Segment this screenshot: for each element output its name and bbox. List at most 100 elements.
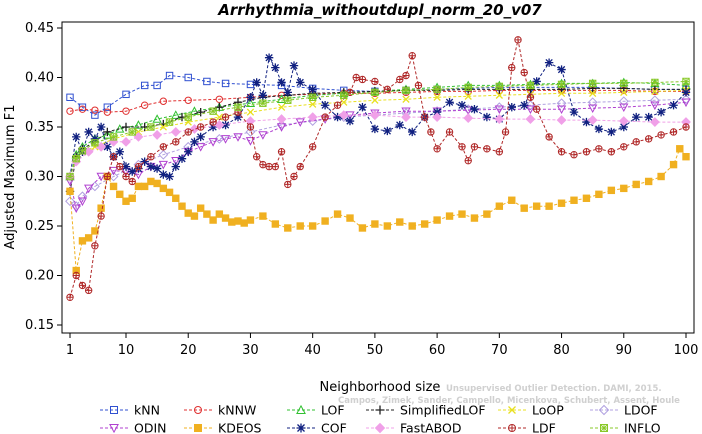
data-point [178, 202, 186, 210]
data-point [595, 190, 603, 199]
data-point [109, 182, 118, 191]
data-point [494, 114, 505, 124]
data-point [234, 103, 242, 111]
data-point [245, 98, 256, 107]
data-point [681, 94, 691, 105]
data-point [649, 117, 660, 127]
data-point [72, 271, 80, 280]
legend-label: KDEOS [218, 421, 262, 434]
data-point [90, 134, 100, 144]
data-point [358, 224, 367, 232]
data-point [619, 103, 629, 113]
legend-label: COF [321, 421, 347, 434]
data-point [433, 85, 441, 94]
watermark-line-2: Campos, Zimek, Sander, Campello, Micenko… [338, 396, 680, 406]
data-point [146, 162, 156, 171]
data-point [427, 128, 435, 136]
data-point [277, 103, 286, 111]
data-point [103, 172, 112, 181]
data-point [196, 123, 205, 131]
data-point [307, 116, 318, 126]
data-point [520, 101, 529, 110]
data-point [589, 89, 597, 97]
data-point [133, 120, 144, 129]
data-point [470, 104, 479, 114]
x-tick-label: 50 [367, 343, 384, 358]
data-point [508, 63, 516, 72]
data-point [582, 117, 591, 127]
data-point [190, 137, 199, 147]
data-point [220, 135, 231, 144]
data-point [588, 79, 597, 88]
data-point [159, 143, 168, 151]
data-point [595, 145, 603, 153]
data-point [159, 97, 168, 105]
data-point [433, 216, 441, 224]
data-point [196, 107, 205, 117]
data-point [620, 88, 628, 97]
y-tick-label: 0.45 [25, 21, 54, 36]
data-point [483, 210, 491, 218]
data-point [408, 127, 417, 137]
data-point [402, 95, 410, 103]
data-point [152, 114, 162, 123]
data-point [433, 145, 441, 153]
data-point [91, 242, 99, 250]
data-point [233, 112, 243, 122]
data-point [520, 68, 528, 77]
data-point [445, 98, 454, 107]
data-point [432, 107, 442, 117]
data-point [158, 160, 168, 170]
data-point [77, 197, 88, 207]
data-point [78, 281, 87, 290]
data-point [91, 111, 99, 119]
data-point [587, 97, 598, 108]
data-point [371, 88, 379, 97]
data-point [457, 101, 467, 110]
data-point [681, 88, 691, 97]
data-point [122, 197, 130, 205]
data-point [78, 105, 87, 113]
data-point [228, 218, 236, 226]
data-point [644, 112, 653, 122]
data-point [140, 101, 149, 109]
data-point [676, 145, 684, 153]
y-tick-label: 0.15 [25, 318, 54, 333]
data-point [165, 118, 174, 126]
data-point [432, 112, 443, 123]
data-point [369, 110, 380, 121]
data-point [556, 105, 567, 115]
data-point [632, 138, 640, 146]
x-tick-label: 1 [66, 343, 74, 358]
data-point [91, 139, 99, 147]
data-point [556, 98, 567, 109]
x-tick-label: 20 [180, 343, 197, 358]
data-point [276, 114, 287, 124]
data-point [165, 71, 174, 80]
data-point [508, 196, 516, 204]
data-point [607, 186, 616, 195]
data-point [196, 143, 206, 152]
data-point [84, 184, 94, 194]
data-point [153, 179, 161, 188]
data-point [184, 209, 192, 217]
data-point [338, 110, 349, 121]
data-point [557, 65, 566, 74]
data-point [340, 98, 348, 106]
data-point [370, 124, 380, 134]
data-point [97, 212, 105, 220]
legend-label: LoOP [532, 403, 564, 418]
data-point [463, 113, 474, 123]
data-point [383, 126, 392, 136]
data-point [352, 73, 360, 82]
data-point [290, 172, 298, 181]
data-point [682, 123, 690, 131]
data-point [607, 148, 616, 156]
legend-item: COF [287, 421, 347, 434]
y-tick-label: 0.20 [25, 269, 54, 284]
data-point [371, 220, 379, 228]
data-point [408, 52, 416, 60]
data-point [189, 106, 200, 115]
data-point [420, 113, 429, 121]
series-inflo [66, 77, 690, 181]
